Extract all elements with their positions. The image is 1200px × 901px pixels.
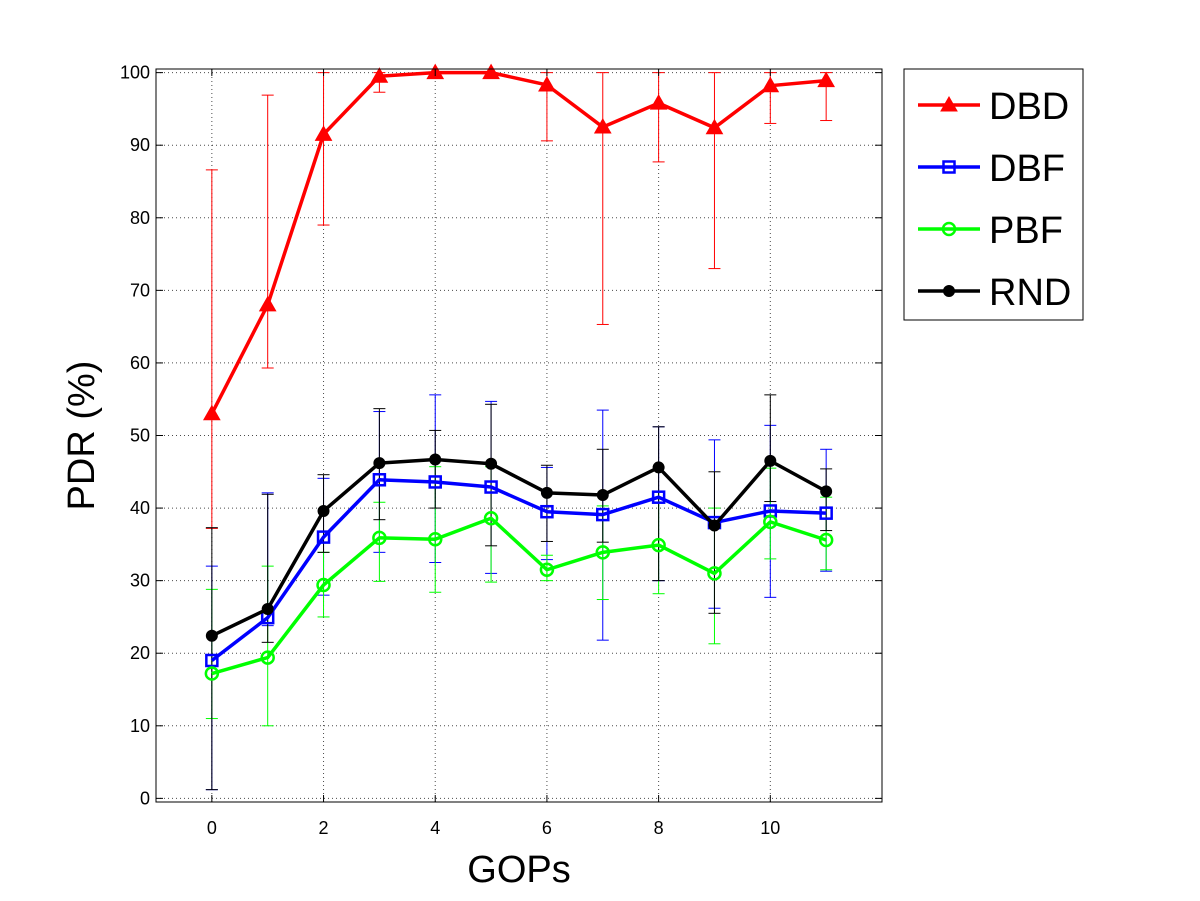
data-point-rnd: [373, 457, 386, 470]
x-tick-label: 8: [654, 818, 664, 838]
data-point-dbf: [819, 506, 833, 520]
data-point-dbd: [593, 118, 612, 134]
data-point-dbd: [538, 75, 556, 92]
y-tick-label: 40: [130, 498, 150, 518]
data-point-rnd: [485, 457, 498, 470]
legend-item-rnd: RND: [918, 272, 1071, 314]
legend-marker: [941, 221, 957, 237]
grid-lines: [156, 69, 882, 802]
legend: DBD DBF PBF RND: [903, 68, 1084, 321]
legend-item-dbf: DBF: [918, 148, 1065, 190]
data-point-dbf: [372, 473, 387, 487]
y-axis-label: PDR (%): [61, 361, 103, 511]
x-tick-label: 0: [207, 818, 217, 838]
data-point-rnd: [820, 485, 833, 498]
data-point-pbf: [483, 510, 499, 526]
data-point-dbf: [316, 530, 331, 544]
legend-box: [903, 68, 1084, 321]
data-series: [202, 63, 836, 681]
data-point-dbf: [205, 653, 219, 668]
y-tick-label: 20: [130, 643, 150, 663]
y-tick-label: 10: [130, 716, 150, 736]
y-tick-label: 0: [140, 788, 150, 808]
data-point-pbf: [316, 577, 331, 593]
data-point-dbd: [314, 125, 333, 141]
y-tick-label: 90: [130, 135, 150, 155]
legend-item-pbf: PBF: [918, 210, 1063, 252]
legend-label: DBF: [989, 148, 1065, 190]
data-point-pbf: [707, 566, 722, 581]
series-line-pbf: [211, 516, 827, 676]
legend-item-dbd: DBD: [918, 86, 1069, 128]
x-tick-label: 6: [542, 818, 552, 838]
data-point-dbd: [202, 404, 221, 421]
data-point-dbf: [428, 475, 442, 489]
data-point-rnd: [429, 453, 442, 466]
x-tick-label: 2: [319, 818, 329, 838]
series-line-dbf: [210, 478, 827, 662]
series-dbf: [205, 473, 833, 668]
data-point-dbd: [817, 71, 836, 88]
x-tick-label: 10: [760, 818, 780, 838]
data-point-dbd: [705, 118, 724, 135]
legend-marker: [942, 160, 956, 174]
data-point-rnd: [652, 461, 665, 474]
data-point-pbf: [651, 537, 666, 553]
data-point-rnd: [317, 504, 330, 517]
data-point-rnd: [708, 519, 721, 532]
y-tick-label: 70: [130, 280, 150, 300]
y-tick-label: 100: [120, 63, 150, 83]
data-point-dbf: [596, 507, 610, 522]
data-point-pbf: [260, 650, 275, 665]
data-point-dbd: [761, 76, 780, 93]
legend-label: RND: [989, 272, 1071, 314]
series-line-dbd: [210, 70, 827, 415]
series-rnd: [205, 453, 833, 642]
legend-label: DBD: [989, 86, 1069, 128]
y-tick-label: 50: [130, 426, 150, 446]
data-point-dbd: [258, 295, 277, 312]
data-point-rnd: [764, 454, 777, 467]
data-point-rnd: [205, 629, 218, 642]
data-point-rnd: [261, 602, 274, 615]
data-point-pbf: [427, 532, 443, 547]
data-point-dbf: [484, 480, 498, 494]
data-point-dbd: [370, 67, 389, 83]
y-tick-label: 30: [130, 571, 150, 591]
series-pbf: [204, 510, 834, 681]
y-tick-label: 60: [130, 353, 150, 373]
legend-marker: [943, 285, 955, 297]
legend-label: PBF: [989, 210, 1063, 252]
x-tick-label: 4: [430, 818, 440, 838]
y-tick-label: 80: [130, 208, 150, 228]
data-point-dbd: [649, 94, 668, 110]
data-point-pbf: [818, 532, 834, 548]
data-point-pbf: [595, 545, 611, 560]
data-point-pbf: [763, 514, 778, 530]
data-point-pbf: [539, 562, 555, 578]
data-point-dbf: [651, 490, 666, 504]
data-point-dbd: [482, 63, 500, 80]
series-line-rnd: [211, 457, 827, 638]
data-point-pbf: [372, 530, 387, 546]
data-point-rnd: [596, 489, 609, 502]
data-point-pbf: [204, 666, 220, 681]
legend-marker: [940, 95, 958, 112]
data-point-dbf: [540, 504, 554, 519]
x-axis-label: GOPs: [467, 849, 570, 891]
data-point-rnd: [540, 486, 553, 499]
